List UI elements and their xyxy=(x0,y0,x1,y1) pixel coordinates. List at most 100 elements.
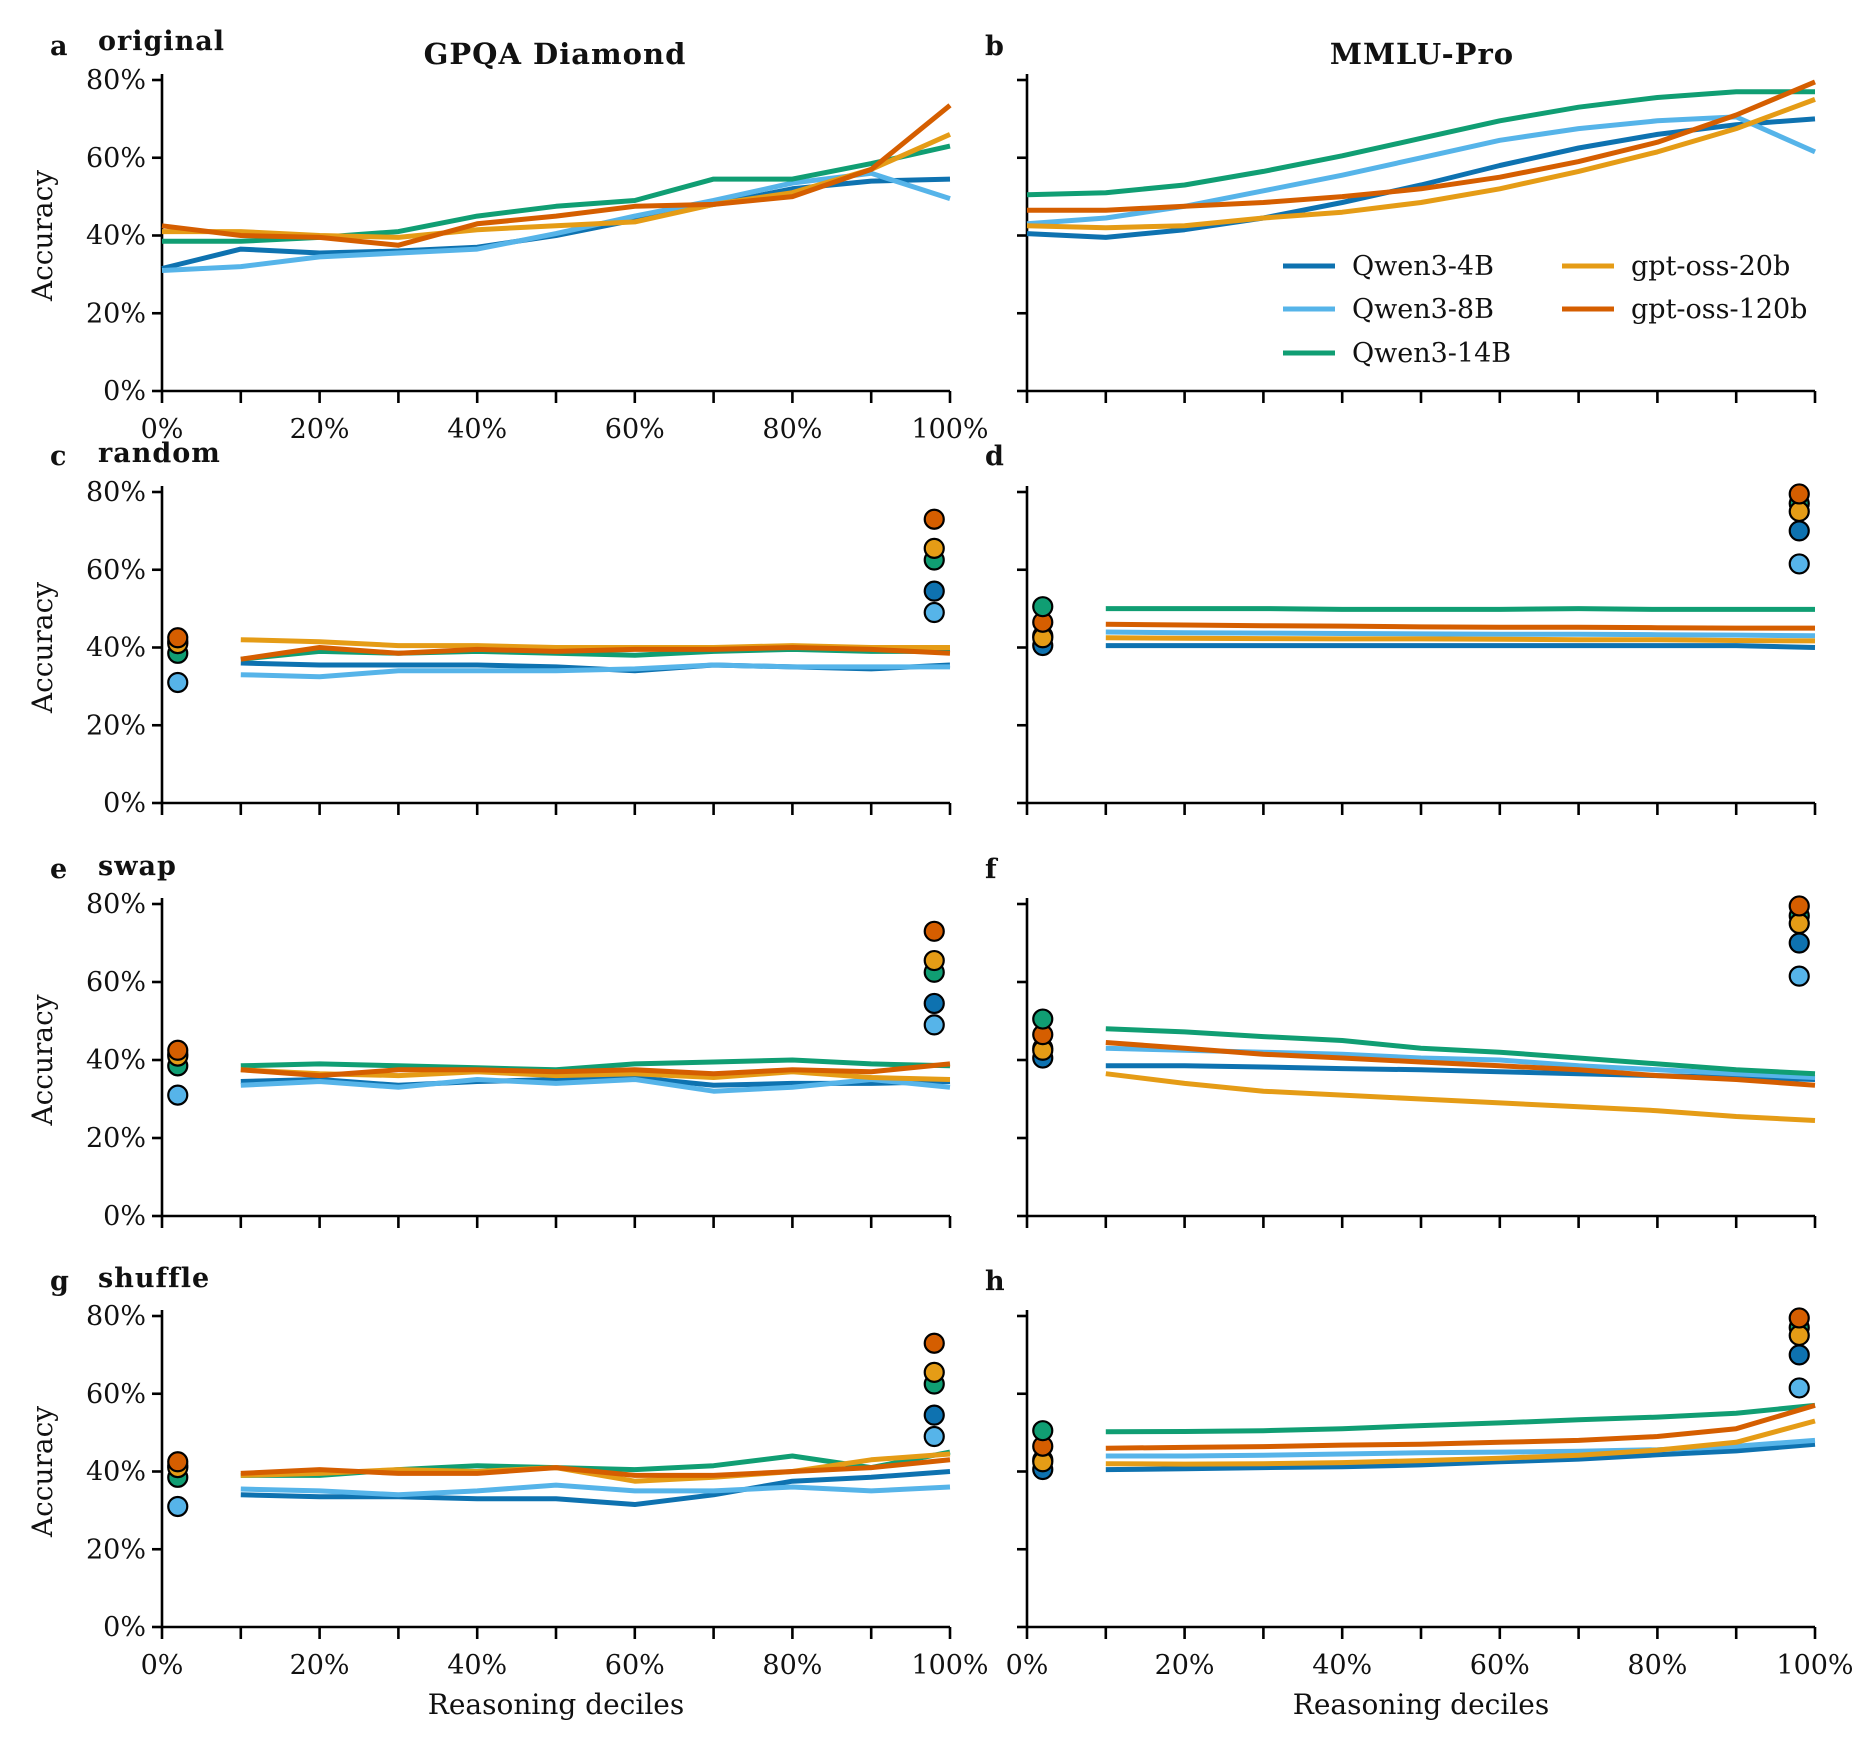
x-tick-label-h-80: 80% xyxy=(1627,1650,1687,1681)
y-tick-label-g-0: 0% xyxy=(103,1612,146,1643)
y-tick-label-c-40: 40% xyxy=(86,633,146,664)
x-axis-label-h: Reasoning deciles xyxy=(1293,1688,1549,1721)
point-end-c-gpt-oss-20b xyxy=(923,537,945,559)
x-tick-label-g-20: 20% xyxy=(290,1650,350,1681)
x-tick-label-a-0: 0% xyxy=(141,414,184,445)
line-a-gpt-oss-120b xyxy=(161,103,952,248)
point-end-f-qwen3-4b xyxy=(1788,932,1810,954)
x-tick-label-h-40: 40% xyxy=(1312,1650,1372,1681)
legend-label-qwen3-14b: Qwen3-14B xyxy=(1352,338,1511,369)
y-tick-label-g-20: 20% xyxy=(86,1534,146,1565)
x-tick-label-a-20: 20% xyxy=(290,414,350,445)
line-h-qwen3-14b xyxy=(1105,1402,1816,1435)
point-start-c-gpt-oss-120b xyxy=(167,627,189,649)
panel-condition-original: original xyxy=(98,26,225,57)
panel-letter-a: a xyxy=(50,31,68,62)
y-tick-label-e-20: 20% xyxy=(86,1123,146,1154)
y-tick-label-c-20: 20% xyxy=(86,710,146,741)
point-end-c-gpt-oss-120b xyxy=(923,508,945,530)
point-end-g-gpt-oss-20b xyxy=(923,1361,945,1383)
line-e-gpt-oss-120b xyxy=(240,1061,951,1079)
point-start-d-qwen3-14b xyxy=(1032,596,1054,618)
x-tick-label-h-60: 60% xyxy=(1470,1650,1530,1681)
panel-condition-random: random xyxy=(98,438,221,469)
point-end-d-qwen3-8b xyxy=(1788,553,1810,575)
point-end-h-gpt-oss-120b xyxy=(1788,1307,1810,1329)
x-tick-label-a-100: 100% xyxy=(911,414,988,445)
panel-condition-shuffle: shuffle xyxy=(98,1263,210,1294)
x-tick-label-g-80: 80% xyxy=(762,1650,822,1681)
panel-d-plot xyxy=(1017,483,1817,815)
x-tick-label-g-0: 0% xyxy=(141,1650,184,1681)
point-start-e-qwen3-8b xyxy=(167,1084,189,1106)
y-tick-label-a-40: 40% xyxy=(86,221,146,252)
panel-f-plot xyxy=(1017,895,1817,1228)
line-e-qwen3-8b xyxy=(240,1077,951,1094)
x-tick-label-g-40: 40% xyxy=(447,1650,507,1681)
x-tick-label-g-60: 60% xyxy=(605,1650,665,1681)
point-end-f-gpt-oss-120b xyxy=(1788,895,1810,917)
x-tick-label-h-0: 0% xyxy=(1006,1650,1049,1681)
y-tick-label-e-80: 80% xyxy=(86,889,146,920)
panel-letter-e: e xyxy=(50,854,67,885)
line-f-gpt-oss-20b xyxy=(1105,1071,1816,1123)
panel-c-plot: 0% 20% 40% 60% 80% Accuracy xyxy=(26,477,952,819)
point-end-e-qwen3-4b xyxy=(923,992,945,1015)
y-tick-label-e-40: 40% xyxy=(86,1045,146,1076)
panel-a-plot: 0% 20% 40% 60% 80% 0% 20% 40% 60% 80% 100% Accuracy xyxy=(26,65,989,445)
line-h-gpt-oss-20b xyxy=(1105,1418,1816,1467)
panel-letter-b: b xyxy=(985,31,1004,62)
panel-b-plot xyxy=(1017,74,1817,403)
y-axis-label-e: Accuracy xyxy=(26,994,59,1126)
point-end-g-qwen3-8b xyxy=(923,1425,945,1448)
point-end-e-qwen3-8b xyxy=(923,1014,945,1036)
y-tick-label-g-80: 80% xyxy=(86,1301,146,1332)
line-b-qwen3-14b xyxy=(1026,89,1815,198)
panel-h-plot: 0% 20% 40% 60% 80% 100% Reasoning deciles xyxy=(1006,1307,1854,1721)
point-end-c-qwen3-4b xyxy=(923,580,945,602)
panel-e-plot: 0% 20% 40% 60% 80% Accuracy xyxy=(26,889,952,1232)
line-h-gpt-oss-120b xyxy=(1105,1403,1816,1451)
legend-label-gpt-oss-120b: gpt-oss-120b xyxy=(1631,294,1807,325)
line-a-qwen3-8b xyxy=(161,170,951,273)
line-d-gpt-oss-120b xyxy=(1105,621,1815,631)
legend: Qwen3-4B gpt-oss-20b Qwen3-8B gpt-oss-12… xyxy=(1283,251,1807,369)
point-end-e-gpt-oss-120b xyxy=(923,920,945,942)
y-tick-label-c-0: 0% xyxy=(103,788,146,819)
column-title-gpqa: GPQA Diamond xyxy=(424,37,687,71)
point-start-e-gpt-oss-120b xyxy=(167,1039,189,1061)
y-tick-label-a-20: 20% xyxy=(86,298,146,329)
x-tick-label-a-60: 60% xyxy=(605,414,665,445)
point-end-h-qwen3-4b xyxy=(1788,1344,1810,1366)
y-tick-label-a-60: 60% xyxy=(86,143,146,174)
point-start-g-qwen3-8b xyxy=(167,1495,189,1518)
point-start-f-qwen3-14b xyxy=(1032,1008,1054,1030)
legend-label-qwen3-4b: Qwen3-4B xyxy=(1352,251,1494,282)
y-tick-label-e-60: 60% xyxy=(86,967,146,998)
x-tick-label-g-100: 100% xyxy=(911,1650,988,1681)
line-e-qwen3-14b xyxy=(240,1057,951,1073)
point-end-d-gpt-oss-20b xyxy=(1788,500,1810,523)
point-end-h-qwen3-8b xyxy=(1788,1377,1810,1399)
line-d-qwen3-8b xyxy=(1105,629,1816,639)
y-tick-label-e-0: 0% xyxy=(103,1201,146,1232)
point-end-d-gpt-oss-120b xyxy=(1788,483,1810,505)
line-f-gpt-oss-120b xyxy=(1105,1040,1816,1088)
legend-label-gpt-oss-20b: gpt-oss-20b xyxy=(1631,251,1790,282)
y-axis-label-g: Accuracy xyxy=(26,1406,59,1538)
y-tick-label-g-60: 60% xyxy=(86,1379,146,1410)
line-b-qwen3-8b xyxy=(1026,114,1817,227)
legend-label-qwen3-8b: Qwen3-8B xyxy=(1352,294,1494,325)
line-c-qwen3-8b xyxy=(240,662,950,680)
point-end-g-gpt-oss-120b xyxy=(923,1332,945,1354)
point-end-f-qwen3-8b xyxy=(1788,965,1810,987)
x-tick-label-a-80: 80% xyxy=(762,414,822,445)
line-h-qwen3-4b xyxy=(1105,1441,1816,1473)
panel-g-plot: 0% 20% 40% 60% 80% 0% 20% 40% 60% 80% 100% Accuracy… xyxy=(26,1301,989,1721)
x-axis-label-g: Reasoning deciles xyxy=(428,1688,684,1721)
point-end-e-gpt-oss-20b xyxy=(923,949,945,972)
panel-letter-f: f xyxy=(985,854,999,885)
column-title-mmlu: MMLU-Pro xyxy=(1330,37,1514,71)
point-end-c-qwen3-8b xyxy=(923,601,945,624)
y-tick-label-a-0: 0% xyxy=(103,376,146,407)
